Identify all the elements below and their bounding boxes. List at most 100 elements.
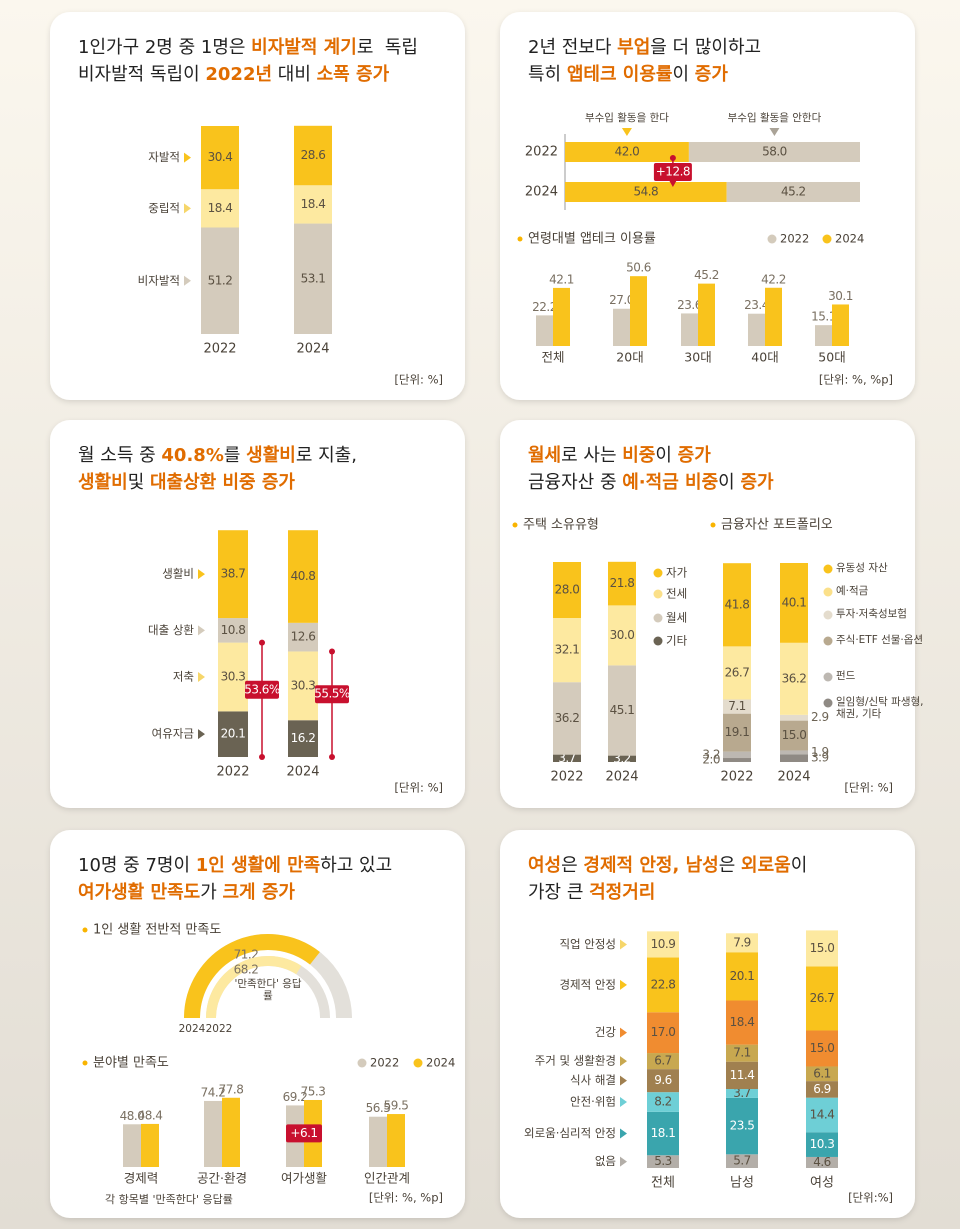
value-label: 40.1 bbox=[782, 595, 807, 609]
title-line: 2년 전보다 부업을 더 많이하고 bbox=[528, 37, 761, 58]
x-tick-label: 2024 bbox=[286, 765, 319, 780]
series-marker bbox=[198, 569, 205, 580]
title-text: 금융자산 중 bbox=[528, 472, 622, 493]
title-text: 하고 있고 bbox=[320, 855, 392, 876]
value-label: 42.0 bbox=[615, 145, 640, 159]
legend-marker bbox=[823, 698, 833, 708]
title-text: 을 더 많이하고 bbox=[650, 37, 761, 58]
title-text: 크게 증가 bbox=[222, 882, 295, 903]
series-marker bbox=[620, 1027, 627, 1038]
series-label: 비자발적 bbox=[138, 273, 180, 287]
legend-label-box: 예·적금 bbox=[836, 585, 868, 597]
value-label: 16.2 bbox=[291, 731, 316, 745]
value-label: 59.5 bbox=[384, 1099, 409, 1113]
series-marker bbox=[620, 1075, 627, 1086]
bar-segment bbox=[218, 711, 248, 757]
series-marker bbox=[620, 1097, 627, 1107]
value-label: 18.4 bbox=[301, 197, 326, 211]
legend-label: 펀드 bbox=[836, 670, 856, 682]
bar-segment bbox=[806, 966, 838, 1031]
title-text: 부업 bbox=[617, 37, 650, 58]
value-label: 36.2 bbox=[555, 711, 580, 725]
bar-segment bbox=[647, 1012, 679, 1054]
bar bbox=[553, 287, 570, 346]
value-label: 28.0 bbox=[555, 583, 580, 597]
value-label: 20.1 bbox=[221, 727, 246, 741]
series-label: 중립적 bbox=[148, 201, 180, 215]
legend-marker bbox=[653, 613, 663, 623]
bar-segment bbox=[723, 563, 751, 647]
legend-label: 2024 bbox=[426, 1056, 455, 1070]
bar-segment bbox=[806, 1132, 838, 1157]
legend-label: 2022 bbox=[780, 232, 809, 246]
title-text: 1인 생활에 만족 bbox=[196, 855, 320, 876]
series-marker bbox=[620, 979, 627, 990]
series-label: 없음 bbox=[595, 1154, 616, 1168]
legend-label: 월세 bbox=[666, 611, 687, 625]
x-tick-label: 30대 bbox=[684, 350, 711, 365]
title-text: 이 bbox=[672, 64, 694, 85]
bar-segment bbox=[553, 618, 581, 683]
value-label: 30.1 bbox=[828, 289, 853, 303]
bar-segment bbox=[806, 1066, 838, 1082]
title-line: 월 소득 중 40.8%를 생활비로 지출, bbox=[78, 445, 357, 466]
series-label: 생활비 bbox=[162, 567, 194, 581]
card bbox=[50, 830, 465, 1218]
value-label: 26.7 bbox=[725, 665, 750, 679]
bar-segment bbox=[688, 142, 860, 162]
bar bbox=[630, 276, 647, 346]
bar bbox=[815, 325, 832, 346]
value-label: 27.0 bbox=[609, 293, 634, 307]
value-label: 23.4 bbox=[744, 298, 769, 312]
bar-segment bbox=[608, 665, 636, 756]
x-tick-label: 전체 bbox=[651, 1176, 675, 1191]
bar-segment bbox=[288, 530, 318, 623]
bar bbox=[123, 1124, 141, 1167]
gauge-series-label: 2024 bbox=[179, 1023, 206, 1035]
legend-label-box: 일임형/신탁 파생형, 채권, 기타 bbox=[836, 696, 924, 720]
series-marker bbox=[198, 729, 205, 740]
title-text: 2년 전보다 bbox=[528, 37, 617, 58]
value-label: 10.3 bbox=[810, 1137, 835, 1151]
bar-segment bbox=[288, 651, 318, 721]
bar-segment bbox=[726, 1000, 758, 1045]
title-text: 비자발적 계기 bbox=[251, 37, 357, 58]
bar bbox=[204, 1100, 222, 1167]
value-label: 1.9 bbox=[811, 745, 829, 759]
bar-segment bbox=[726, 952, 758, 1001]
value-label: 45.2 bbox=[781, 185, 806, 199]
title-text: 경제적 안정, 남성 bbox=[583, 855, 718, 876]
unit-label: [단위: %, %p] bbox=[369, 1191, 443, 1205]
legend-label-box: 주식·ETF 선물·옵션 bbox=[836, 634, 923, 646]
title-line: 월세로 사는 비중이 증가 bbox=[528, 445, 711, 466]
bracket-end bbox=[259, 754, 265, 760]
series-marker bbox=[184, 152, 191, 163]
title-text: 예·적금 비중 bbox=[622, 472, 718, 493]
bar-segment bbox=[726, 933, 758, 953]
bar-segment bbox=[218, 642, 248, 712]
value-label: 41.8 bbox=[725, 597, 750, 611]
bar-segment bbox=[723, 758, 751, 762]
series-marker bbox=[621, 128, 632, 136]
value-label: 7.1 bbox=[728, 699, 746, 713]
value-label: 14.4 bbox=[810, 1107, 835, 1121]
unit-label: [단위: %, %p] bbox=[819, 373, 893, 387]
value-label: 30.3 bbox=[221, 669, 246, 683]
title-text: 10명 중 7명이 bbox=[78, 855, 196, 876]
title-text: 를 bbox=[224, 445, 246, 466]
x-tick-label: 2024 bbox=[296, 342, 329, 357]
x-tick-label: 경제력 bbox=[124, 1171, 159, 1186]
bar-segment bbox=[201, 227, 239, 334]
bullet bbox=[517, 236, 523, 242]
annotation-box bbox=[286, 1124, 322, 1143]
x-tick-label: 인간관계 bbox=[364, 1171, 410, 1186]
bar-segment bbox=[553, 754, 581, 762]
bar-segment bbox=[201, 189, 239, 228]
title-text: 이 bbox=[791, 855, 808, 876]
annotation-head bbox=[668, 180, 677, 187]
legend-marker bbox=[653, 636, 663, 646]
value-label: 18.4 bbox=[730, 1015, 755, 1029]
value-label: 4.6 bbox=[813, 1155, 831, 1169]
bar-segment bbox=[806, 1156, 838, 1168]
bar-segment bbox=[780, 754, 808, 762]
